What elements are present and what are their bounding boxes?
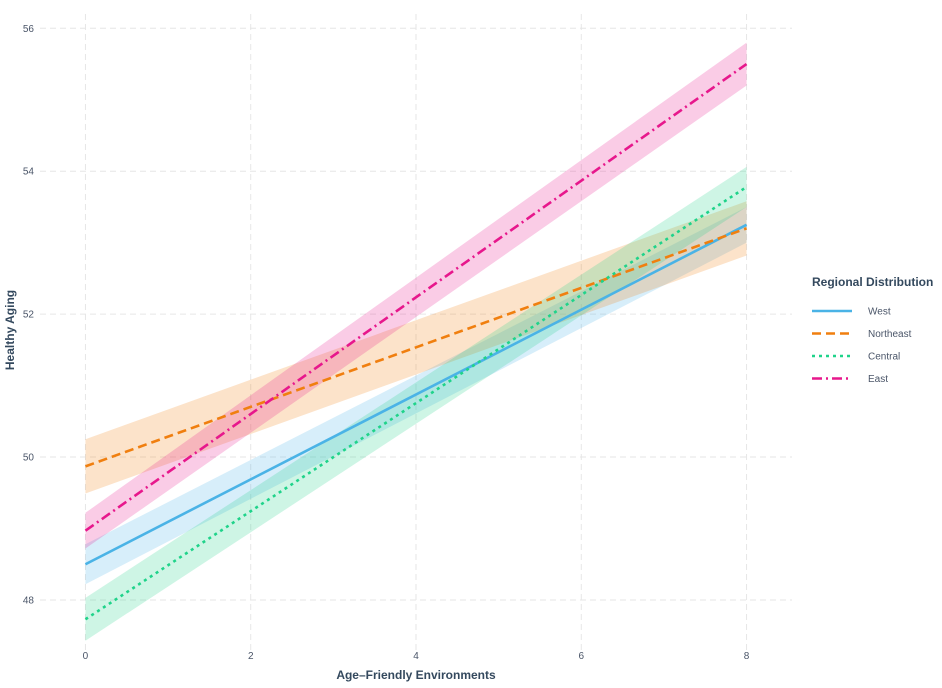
x-tick-label: 8 [744,651,750,662]
series-line-northeast [85,227,747,468]
legend-label-east: East [868,374,888,385]
series-line-west [84,223,748,566]
y-tick-label: 48 [23,595,35,606]
legend-label-central: Central [868,352,900,363]
x-tick-label: 4 [413,651,419,662]
grid [40,14,792,650]
y-tick-label: 52 [23,310,35,321]
confidence-bands [85,42,747,641]
legend: Regional Distribution West Northeast Centr… [812,275,933,385]
confidence-band-east [85,42,747,549]
y-tick-label: 54 [23,167,35,178]
x-tick-labels: 0 2 4 6 8 [83,651,750,662]
x-tick-label: 6 [578,651,584,662]
legend-title: Regional Distribution [812,275,933,289]
y-tick-labels: 48 50 52 54 56 [23,24,35,607]
x-tick-label: 0 [83,651,89,662]
y-axis-title: Healthy Aging [3,290,17,370]
x-tick-label: 2 [248,651,254,662]
y-tick-label: 50 [23,453,35,464]
y-tick-label: 56 [23,24,35,35]
legend-items: West Northeast Central East [812,307,912,385]
legend-label-northeast: Northeast [868,329,912,340]
x-axis-title: Age–Friendly Environments [336,668,496,682]
series-lines [84,62,748,621]
series-line-central [84,185,748,621]
series-line-east [84,62,748,532]
legend-label-west: West [868,307,891,318]
